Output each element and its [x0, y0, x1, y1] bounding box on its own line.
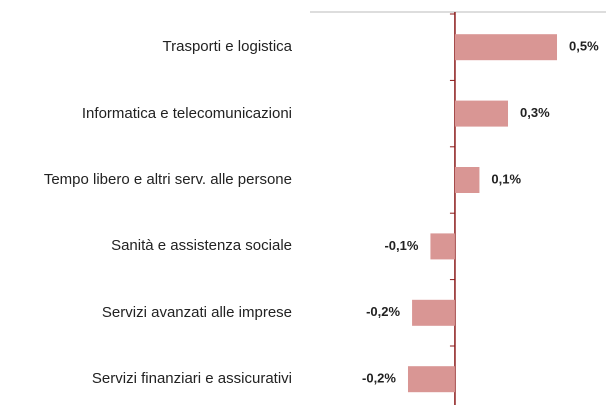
- value-label: -0,2%: [362, 371, 396, 386]
- category-label: Servizi avanzati alle imprese: [101, 303, 292, 321]
- category-label: Informatica e telecomunicazioni: [81, 104, 292, 122]
- bar: [412, 299, 455, 326]
- category-label: Trasporti e logistica: [162, 38, 293, 56]
- bar: [454, 34, 558, 61]
- value-label: 0,5%: [569, 39, 599, 54]
- bar: [454, 167, 480, 193]
- value-label: 0,3%: [520, 105, 550, 120]
- value-label: -0,1%: [384, 238, 418, 253]
- bar: [454, 100, 509, 127]
- bar: [407, 366, 455, 393]
- value-label: 0,1%: [491, 171, 521, 186]
- category-label: Tempo libero e altri serv. alle persone: [43, 171, 292, 188]
- bar: [430, 233, 455, 260]
- category-label: Sanità e assistenza sociale: [111, 237, 292, 255]
- value-label: -0,2%: [366, 304, 400, 319]
- category-label: Servizi finanziari e assicurativi: [91, 370, 292, 388]
